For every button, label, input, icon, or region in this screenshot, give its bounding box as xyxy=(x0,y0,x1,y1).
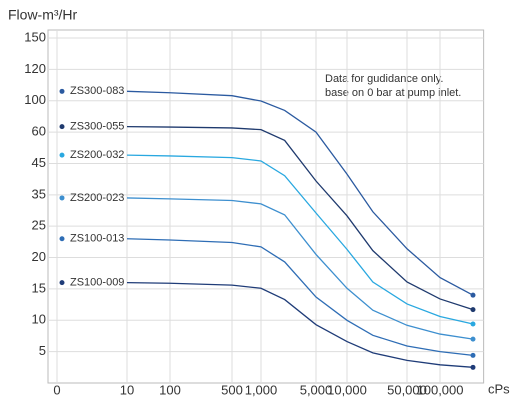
end-point xyxy=(470,307,476,313)
x-axis-title: cPs xyxy=(488,381,510,396)
legend-marker xyxy=(59,88,65,94)
legend-label: ZS300-055 xyxy=(70,121,124,133)
x-tick-label: 500 xyxy=(221,382,243,397)
series-line xyxy=(126,90,474,296)
end-point xyxy=(470,336,476,342)
x-tick-label: 100 xyxy=(159,382,181,397)
y-tick-label: 120 xyxy=(24,61,46,76)
y-tick-label: 100 xyxy=(24,92,46,107)
y-axis-title: Flow-m³/Hr xyxy=(8,7,78,23)
legend-label: ZS300-083 xyxy=(70,85,124,97)
x-tick-label: 1,000 xyxy=(245,382,278,397)
series-line xyxy=(126,281,474,368)
annotation: Data for gudidance only. xyxy=(325,73,443,85)
y-tick-label: 15 xyxy=(32,280,46,295)
y-tick-label: 25 xyxy=(32,218,46,233)
x-tick-label: 0 xyxy=(53,382,60,397)
x-tick-label: 5,000 xyxy=(300,382,333,397)
y-tick-label: 10 xyxy=(32,312,46,327)
series-line xyxy=(126,197,474,340)
end-point xyxy=(470,352,476,358)
y-tick-label: 20 xyxy=(32,249,46,264)
series-line xyxy=(126,238,474,357)
y-tick-label: 5 xyxy=(39,343,46,358)
legend-label: ZS100-009 xyxy=(70,277,124,289)
end-point xyxy=(470,364,476,370)
x-tick-label: 50,000 xyxy=(387,382,427,397)
y-tick-label: 60 xyxy=(32,124,46,139)
series-line xyxy=(126,154,474,325)
legend-marker xyxy=(59,152,65,158)
x-tick-label: 100,000 xyxy=(417,382,464,397)
end-point xyxy=(470,321,476,327)
legend-marker xyxy=(59,280,65,286)
x-tick-label: 10,000 xyxy=(327,382,367,397)
plot-frame xyxy=(47,29,485,384)
legend-label: ZS200-032 xyxy=(70,149,124,161)
series-line xyxy=(126,125,474,311)
legend-marker xyxy=(59,124,65,130)
y-tick-label: 150 xyxy=(24,29,46,44)
y-tick-label: 45 xyxy=(32,155,46,170)
legend-label: ZS200-023 xyxy=(70,192,124,204)
legend-marker xyxy=(59,195,65,201)
legend-label: ZS100-013 xyxy=(70,233,124,245)
y-tick-label: 35 xyxy=(32,186,46,201)
x-tick-label: 10 xyxy=(120,382,134,397)
end-point xyxy=(470,292,476,298)
legend-marker xyxy=(59,236,65,242)
annotation: base on 0 bar at pump inlet. xyxy=(325,87,461,99)
